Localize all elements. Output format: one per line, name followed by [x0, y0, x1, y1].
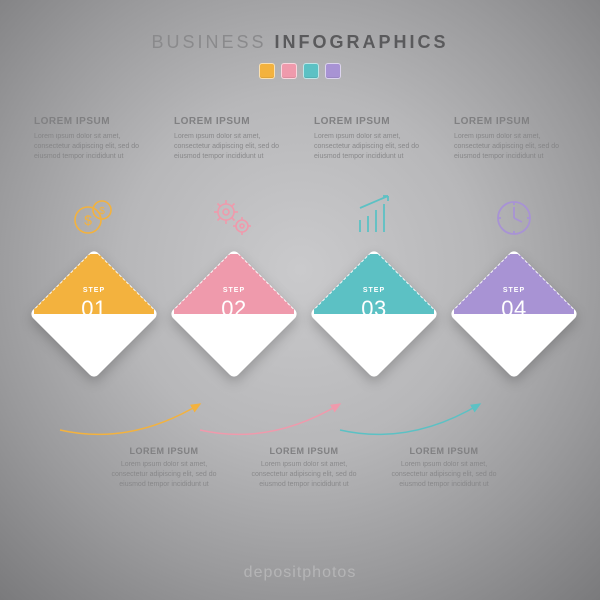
top-text-4: LOREM IPSUM Lorem ipsum dolor sit amet, … [454, 116, 574, 162]
watermark: depositphotos [244, 564, 357, 582]
bottom-body-3: Lorem ipsum dolor sit amet, consectetur … [384, 460, 504, 490]
legend-swatch-2 [281, 63, 297, 79]
svg-text:$: $ [99, 206, 105, 217]
top-title-2: LOREM IPSUM [174, 116, 294, 127]
top-text-3: LOREM IPSUM Lorem ipsum dolor sit amet, … [314, 116, 434, 162]
gears-icon [206, 190, 262, 246]
top-body-4: Lorem ipsum dolor sit amet, consectetur … [454, 132, 574, 162]
bottom-title-3: LOREM IPSUM [384, 446, 504, 456]
step-2-label: STEP [223, 287, 245, 294]
step-3-label: STEP [363, 287, 385, 294]
title-word1: BUSINESS [151, 32, 266, 52]
step-3-number: 03 [361, 296, 386, 322]
bottom-text-1: LOREM IPSUM Lorem ipsum dolor sit amet, … [104, 446, 224, 490]
step-4: STEP 04 [454, 254, 574, 374]
top-body-3: Lorem ipsum dolor sit amet, consectetur … [314, 132, 434, 162]
bottom-body-1: Lorem ipsum dolor sit amet, consectetur … [104, 460, 224, 490]
svg-text:$: $ [84, 212, 92, 228]
top-text-1: LOREM IPSUM Lorem ipsum dolor sit amet, … [34, 116, 154, 162]
top-body-2: Lorem ipsum dolor sit amet, consectetur … [174, 132, 294, 162]
arrow-2 [200, 404, 340, 434]
legend-swatch-1 [259, 63, 275, 79]
step-1-number: 01 [81, 296, 106, 322]
step-2: STEP 02 [174, 254, 294, 374]
chart-icon [346, 190, 402, 246]
connector-arrows [0, 390, 600, 450]
arrow-3 [340, 404, 480, 434]
step-2-number: 02 [221, 296, 246, 322]
bottom-title-1: LOREM IPSUM [104, 446, 224, 456]
bottom-body-2: Lorem ipsum dolor sit amet, consectetur … [244, 460, 364, 490]
bottom-text-3: LOREM IPSUM Lorem ipsum dolor sit amet, … [384, 446, 504, 490]
bottom-title-2: LOREM IPSUM [244, 446, 364, 456]
clock-icon [486, 190, 542, 246]
legend-swatch-4 [325, 63, 341, 79]
coins-icon: $ $ [66, 190, 122, 246]
bottom-text-2: LOREM IPSUM Lorem ipsum dolor sit amet, … [244, 446, 364, 490]
title-word2: INFOGRAPHICS [275, 32, 449, 52]
step-1: STEP 01 [34, 254, 154, 374]
top-body-1: Lorem ipsum dolor sit amet, consectetur … [34, 132, 154, 162]
step-3: STEP 03 [314, 254, 434, 374]
step-1-label: STEP [83, 287, 105, 294]
arrow-1 [60, 404, 200, 434]
legend-swatch-3 [303, 63, 319, 79]
steps-row: STEP 01 STEP 02 STEP 03 STEP 04 [0, 254, 600, 394]
page-title: BUSINESS INFOGRAPHICS [0, 0, 600, 53]
top-title-4: LOREM IPSUM [454, 116, 574, 127]
legend [0, 63, 600, 79]
top-text-2: LOREM IPSUM Lorem ipsum dolor sit amet, … [174, 116, 294, 162]
top-title-1: LOREM IPSUM [34, 116, 154, 127]
step-4-label: STEP [503, 287, 525, 294]
top-title-3: LOREM IPSUM [314, 116, 434, 127]
step-4-number: 04 [501, 296, 526, 322]
